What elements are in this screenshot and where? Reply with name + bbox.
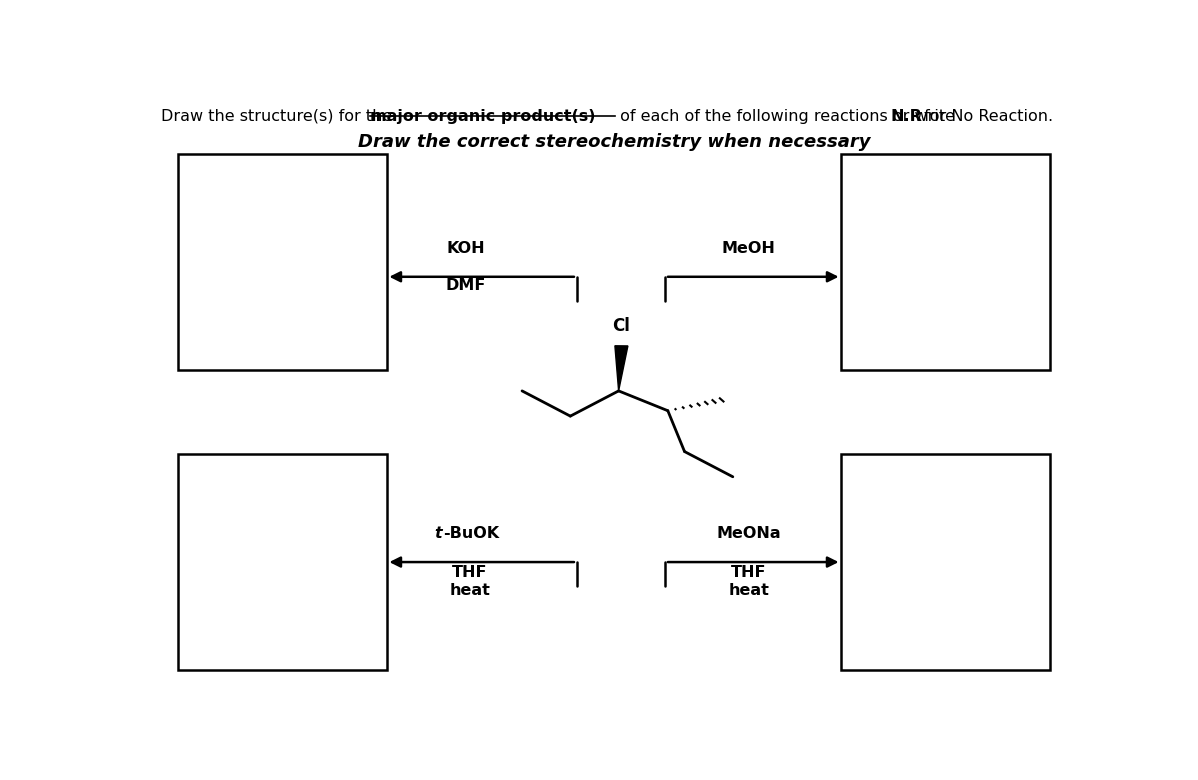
Text: Draw the structure(s) for the: Draw the structure(s) for the [161,108,398,123]
Text: for No Reaction.: for No Reaction. [919,108,1053,123]
Text: Cl: Cl [612,317,630,335]
Text: heat: heat [449,583,490,598]
Polygon shape [615,346,628,391]
Text: major organic product(s): major organic product(s) [370,108,595,123]
Text: heat: heat [728,583,769,598]
Text: MeOH: MeOH [721,241,775,256]
Text: Draw the correct stereochemistry when necessary: Draw the correct stereochemistry when ne… [358,133,870,151]
Text: DMF: DMF [446,278,485,293]
Text: THF: THF [453,565,488,580]
Point [363,112,377,121]
Bar [841,454,1051,670]
Text: THF: THF [731,565,767,580]
Text: N.R: N.R [890,108,922,123]
Bar [177,454,387,670]
Text: of each of the following reactions or write: of each of the following reactions or wr… [615,108,960,123]
Text: -BuOK: -BuOK [443,526,500,541]
Point [607,112,622,121]
Bar [841,154,1051,370]
Text: t: t [435,526,442,541]
Text: MeONa: MeONa [716,526,781,541]
Bar [177,154,387,370]
Text: KOH: KOH [446,241,485,256]
